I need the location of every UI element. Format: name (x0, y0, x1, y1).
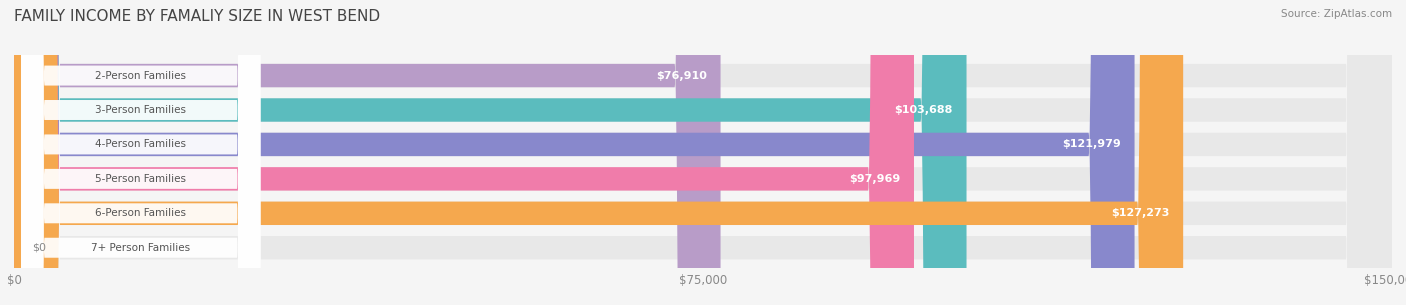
FancyBboxPatch shape (21, 0, 260, 305)
FancyBboxPatch shape (14, 0, 1392, 305)
Text: $127,273: $127,273 (1111, 208, 1170, 218)
Text: Source: ZipAtlas.com: Source: ZipAtlas.com (1281, 9, 1392, 19)
FancyBboxPatch shape (21, 0, 260, 305)
FancyBboxPatch shape (14, 0, 1135, 305)
FancyBboxPatch shape (21, 0, 260, 305)
FancyBboxPatch shape (14, 0, 914, 305)
FancyBboxPatch shape (21, 0, 260, 305)
FancyBboxPatch shape (21, 0, 260, 305)
Text: $97,969: $97,969 (849, 174, 900, 184)
FancyBboxPatch shape (14, 0, 1392, 305)
FancyBboxPatch shape (14, 0, 1392, 305)
Text: 6-Person Families: 6-Person Families (96, 208, 187, 218)
Text: $121,979: $121,979 (1062, 139, 1121, 149)
Text: $76,910: $76,910 (655, 70, 707, 81)
FancyBboxPatch shape (14, 0, 1392, 305)
Text: 4-Person Families: 4-Person Families (96, 139, 187, 149)
Text: 7+ Person Families: 7+ Person Families (91, 243, 190, 253)
Text: 5-Person Families: 5-Person Families (96, 174, 187, 184)
FancyBboxPatch shape (21, 0, 260, 305)
FancyBboxPatch shape (14, 0, 966, 305)
FancyBboxPatch shape (14, 0, 1392, 305)
Text: $0: $0 (32, 243, 46, 253)
FancyBboxPatch shape (14, 0, 720, 305)
Text: 2-Person Families: 2-Person Families (96, 70, 187, 81)
Text: FAMILY INCOME BY FAMALIY SIZE IN WEST BEND: FAMILY INCOME BY FAMALIY SIZE IN WEST BE… (14, 9, 380, 24)
Text: $103,688: $103,688 (894, 105, 953, 115)
Text: 3-Person Families: 3-Person Families (96, 105, 187, 115)
FancyBboxPatch shape (14, 0, 1184, 305)
FancyBboxPatch shape (14, 0, 1392, 305)
